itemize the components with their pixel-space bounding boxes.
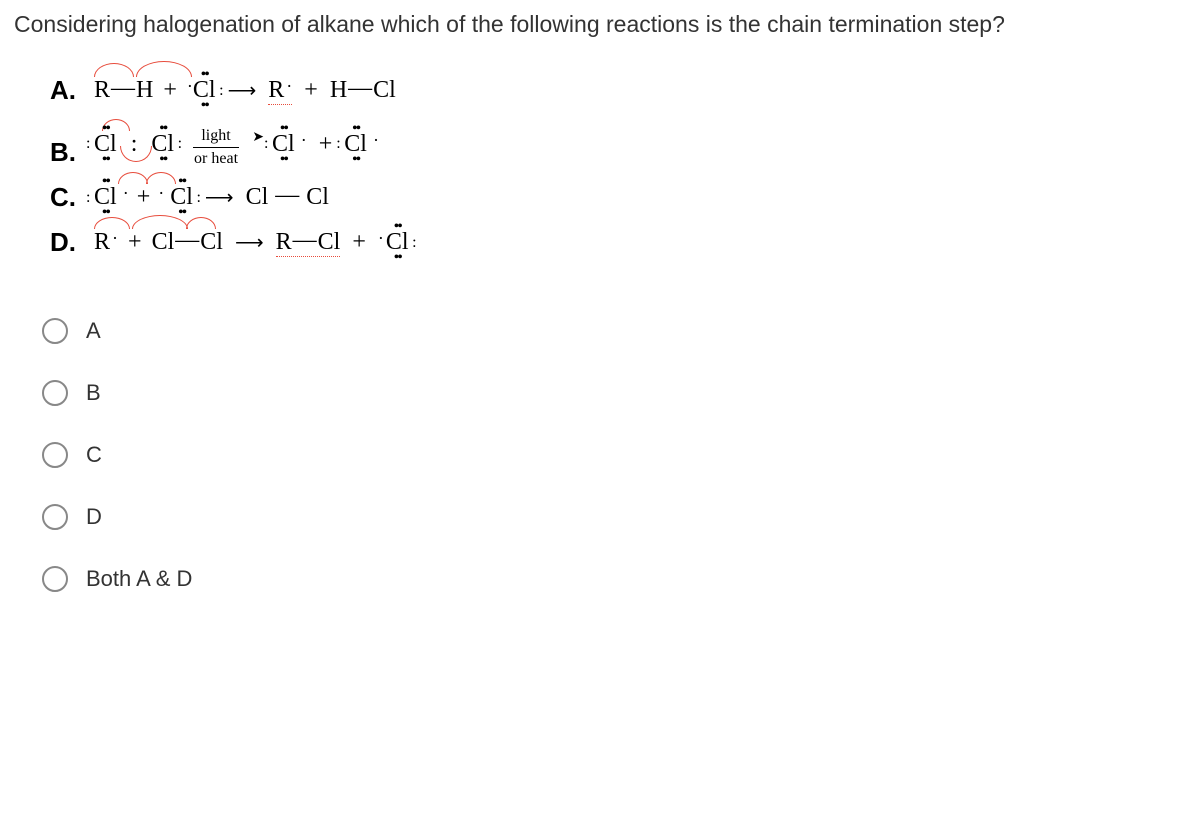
option-d[interactable]: D (42, 504, 1200, 530)
reaction-c-right: Cl — Cl (246, 184, 329, 211)
reaction-a-content: R—H + ·••••Cl: ⟶ R· + H—Cl (94, 77, 396, 104)
arrow-icon: ⟶ (235, 230, 264, 255)
option-both-label: Both A & D (86, 566, 192, 592)
reaction-d-label: D. (50, 227, 82, 258)
radio-icon[interactable] (42, 442, 68, 468)
radio-icon[interactable] (42, 504, 68, 530)
reactions-block: A. R—H + ·••••Cl: ⟶ R· + H—Cl B. :•••• (50, 75, 1200, 258)
reaction-b-label: B. (50, 137, 82, 168)
reaction-b-content: :••••Cl : ••••Cl: light or heat ➤ :••••C… (94, 120, 379, 168)
reaction-a-label: A. (50, 75, 82, 106)
reaction-c: C. :••••Cl· + ·••••Cl: ⟶ Cl — Cl (50, 182, 1200, 213)
reaction-d-right: R—Cl + ·••••Cl: (276, 229, 409, 256)
reaction-b-left: :••••Cl : ••••Cl: (94, 131, 174, 158)
reaction-a-left: R—H + ·••••Cl: (94, 77, 216, 104)
reaction-c-content: :••••Cl· + ·••••Cl: ⟶ Cl — Cl (94, 184, 329, 211)
option-b[interactable]: B (42, 380, 1200, 406)
radio-icon[interactable] (42, 318, 68, 344)
reaction-d: D. R· + Cl—Cl ⟶ R—Cl + ·••••Cl: (50, 227, 1200, 258)
option-b-label: B (86, 380, 101, 406)
reaction-c-left: :••••Cl· + ·••••Cl: (94, 184, 193, 211)
option-c-label: C (86, 442, 102, 468)
reaction-b-right: :••••Cl· + :••••Cl· (272, 131, 379, 158)
arrow-icon: ⟶ (228, 78, 257, 103)
option-both-a-d[interactable]: Both A & D (42, 566, 1200, 592)
options-block: A B C D Both A & D (42, 318, 1200, 592)
option-a-label: A (86, 318, 101, 344)
reaction-d-content: R· + Cl—Cl ⟶ R—Cl + ·••••Cl: (94, 229, 409, 256)
option-a[interactable]: A (42, 318, 1200, 344)
question-text: Considering halogenation of alkane which… (0, 0, 1200, 60)
radio-icon[interactable] (42, 380, 68, 406)
reaction-c-label: C. (50, 182, 82, 213)
radio-icon[interactable] (42, 566, 68, 592)
reaction-d-left: R· + Cl—Cl (94, 229, 223, 256)
option-c[interactable]: C (42, 442, 1200, 468)
reaction-a-right: R· + H—Cl (268, 77, 396, 104)
reaction-b: B. :••••Cl : ••••Cl: light or heat ➤ :••… (50, 120, 1200, 168)
reaction-b-condition: light or heat ➤ (178, 120, 254, 168)
option-d-label: D (86, 504, 102, 530)
reaction-a: A. R—H + ·••••Cl: ⟶ R· + H—Cl (50, 75, 1200, 106)
arrow-icon: ⟶ (205, 185, 234, 210)
